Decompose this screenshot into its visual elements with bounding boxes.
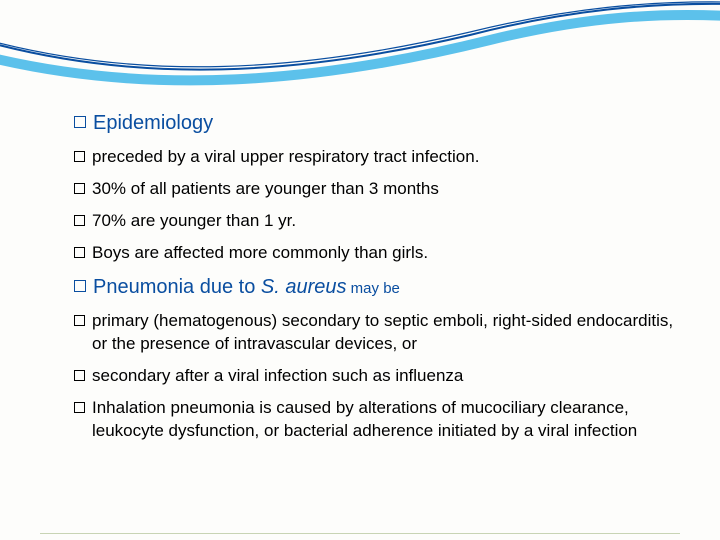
bullet-icon: [74, 183, 85, 194]
heading-pneumonia: Pneumonia due to S. aureus may be: [74, 274, 680, 301]
heading-text: Epidemiology: [93, 110, 680, 137]
heading-epidemiology: Epidemiology: [74, 110, 680, 137]
bullet-item: Boys are affected more commonly than gir…: [74, 242, 680, 265]
bullet-text: secondary after a viral infection such a…: [92, 365, 680, 388]
header-swoosh: [0, 0, 720, 110]
bullet-item: preceded by a viral upper respiratory tr…: [74, 146, 680, 169]
heading-prefix: Pneumonia due to: [93, 276, 261, 298]
bullet-icon: [74, 402, 85, 413]
footer-divider: [40, 533, 680, 534]
bullet-text: Boys are affected more commonly than gir…: [92, 242, 680, 265]
bullet-icon: [74, 315, 85, 326]
bullet-item: secondary after a viral infection such a…: [74, 365, 680, 388]
bullet-item: primary (hematogenous) secondary to sept…: [74, 310, 680, 356]
heading-italic: S. aureus: [261, 276, 347, 298]
bullet-item: Inhalation pneumonia is caused by altera…: [74, 397, 680, 443]
bullet-icon: [74, 151, 85, 162]
bullet-text: Inhalation pneumonia is caused by altera…: [92, 397, 680, 443]
bullet-text: preceded by a viral upper respiratory tr…: [92, 146, 680, 169]
slide-content: Epidemiology preceded by a viral upper r…: [74, 110, 680, 451]
bullet-item: 30% of all patients are younger than 3 m…: [74, 178, 680, 201]
bullet-icon: [74, 116, 86, 128]
bullet-item: 70% are younger than 1 yr.: [74, 210, 680, 233]
heading-text: Pneumonia due to S. aureus may be: [93, 274, 680, 301]
bullet-icon: [74, 370, 85, 381]
bullet-icon: [74, 280, 86, 292]
bullet-text: 30% of all patients are younger than 3 m…: [92, 178, 680, 201]
bullet-text: 70% are younger than 1 yr.: [92, 210, 680, 233]
heading-suffix: may be: [347, 280, 400, 297]
bullet-icon: [74, 215, 85, 226]
bullet-text: primary (hematogenous) secondary to sept…: [92, 310, 680, 356]
bullet-icon: [74, 247, 85, 258]
